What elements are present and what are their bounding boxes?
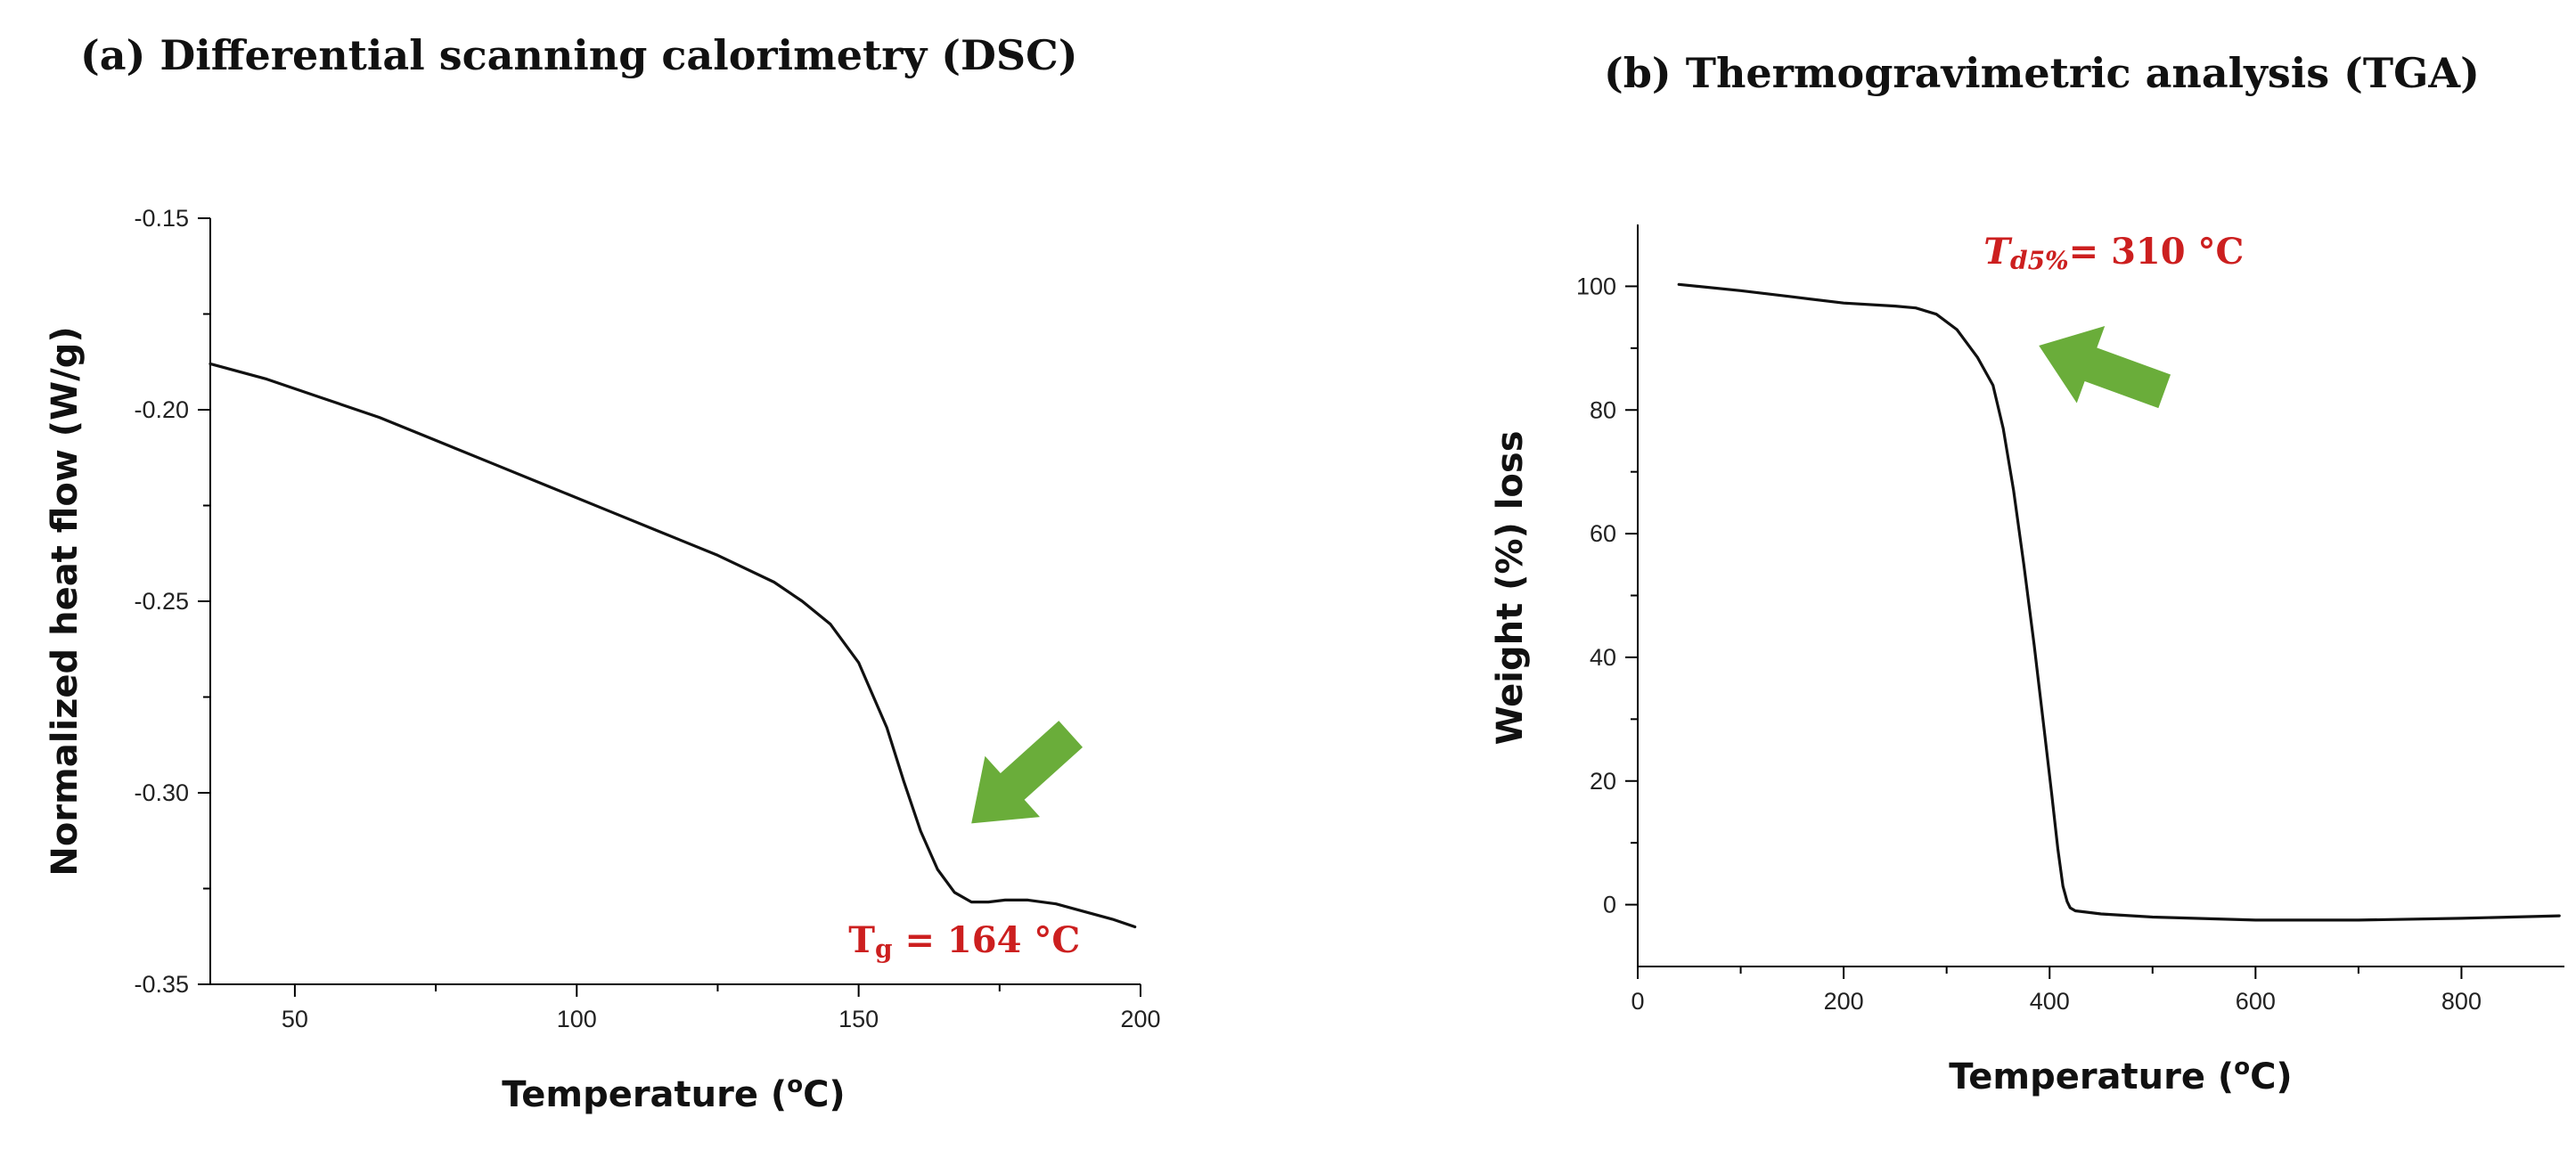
td5-annotation-symbol: T bbox=[1983, 231, 2013, 273]
tga-ytick-label: 40 bbox=[1590, 644, 1616, 671]
dsc-ytick-label: -0.20 bbox=[134, 396, 189, 423]
arrow-shape bbox=[971, 721, 1084, 824]
tg-annotation-subscript: g bbox=[875, 934, 893, 964]
td5-annotation: Td5%= 310 °C bbox=[1983, 231, 2244, 275]
tga-xlabel-head: Temperature ( bbox=[1949, 1056, 2234, 1097]
dsc-xlabel-tail: C) bbox=[803, 1074, 846, 1115]
dsc-axes bbox=[209, 218, 1141, 985]
tga-axes bbox=[1637, 224, 2564, 967]
dsc-xtick-label: 150 bbox=[838, 1006, 879, 1032]
dsc-xlabel-sup: o bbox=[787, 1072, 803, 1098]
arrow-shape bbox=[2039, 325, 2171, 409]
dsc-xtick-label: 100 bbox=[557, 1006, 597, 1032]
tga-ticks: 0 200 400 600 800 0 20 40 60 80 100 bbox=[1576, 273, 2482, 1015]
tga-curve bbox=[1677, 282, 2561, 922]
dsc-xlabel-head: Temperature ( bbox=[502, 1074, 787, 1115]
td5-annotation-subscript: d5% bbox=[2010, 246, 2069, 275]
dsc-ytick-label: -0.35 bbox=[134, 971, 189, 998]
dsc-xtick-label: 200 bbox=[1120, 1006, 1160, 1032]
tg-annotation-symbol: T bbox=[848, 919, 875, 961]
dsc-xlabel: Temperature (oC) bbox=[502, 1072, 845, 1115]
tga-xtick-label: 0 bbox=[1631, 988, 1644, 1015]
dsc-arrow-icon bbox=[971, 721, 1084, 824]
td5-annotation-value: = 310 °C bbox=[2069, 231, 2245, 273]
tga-ytick-label: 80 bbox=[1590, 396, 1616, 423]
dsc-xtick-label: 50 bbox=[282, 1006, 308, 1032]
tg-annotation-value: = 164 °C bbox=[893, 919, 1081, 961]
dsc-ticks: 50 100 150 200 -0.35 -0.30 -0.25 -0.20 -0.15 bbox=[134, 205, 1160, 1032]
tga-xtick-label: 200 bbox=[1824, 988, 1864, 1015]
tga-ytick-label: 0 bbox=[1603, 892, 1616, 918]
tga-ylabel: Weight (%) loss bbox=[1490, 430, 1531, 745]
tga-title: (b) Thermogravimetric analysis (TGA) bbox=[1604, 49, 2480, 97]
dsc-ytick-label: -0.30 bbox=[134, 779, 189, 806]
tg-annotation: Tg = 164 °C bbox=[848, 919, 1080, 964]
tga-xlabel-tail: C) bbox=[2250, 1056, 2293, 1097]
tga-xtick-label: 400 bbox=[2030, 988, 2070, 1015]
tga-ytick-label: 20 bbox=[1590, 768, 1616, 795]
dsc-panel: (a) Differential scanning calorimetry (D… bbox=[45, 31, 1161, 1115]
tga-xtick-label: 800 bbox=[2441, 988, 2482, 1015]
tga-arrow-icon bbox=[2039, 325, 2171, 409]
dsc-ylabel: Normalized heat flow (W/g) bbox=[45, 326, 86, 876]
tga-panel: (b) Thermogravimetric analysis (TGA) 0 20… bbox=[1490, 49, 2564, 1097]
dsc-curve bbox=[209, 362, 1137, 929]
dsc-ytick-label: -0.15 bbox=[134, 205, 189, 232]
dsc-title: (a) Differential scanning calorimetry (D… bbox=[80, 31, 1078, 79]
tga-xlabel-sup: o bbox=[2234, 1054, 2250, 1081]
tga-xtick-label: 600 bbox=[2236, 988, 2276, 1015]
tga-ytick-label: 60 bbox=[1590, 520, 1616, 547]
dsc-ytick-label: -0.25 bbox=[134, 588, 189, 615]
tga-ytick-label: 100 bbox=[1576, 273, 1616, 299]
tga-xlabel: Temperature (oC) bbox=[1949, 1054, 2292, 1097]
